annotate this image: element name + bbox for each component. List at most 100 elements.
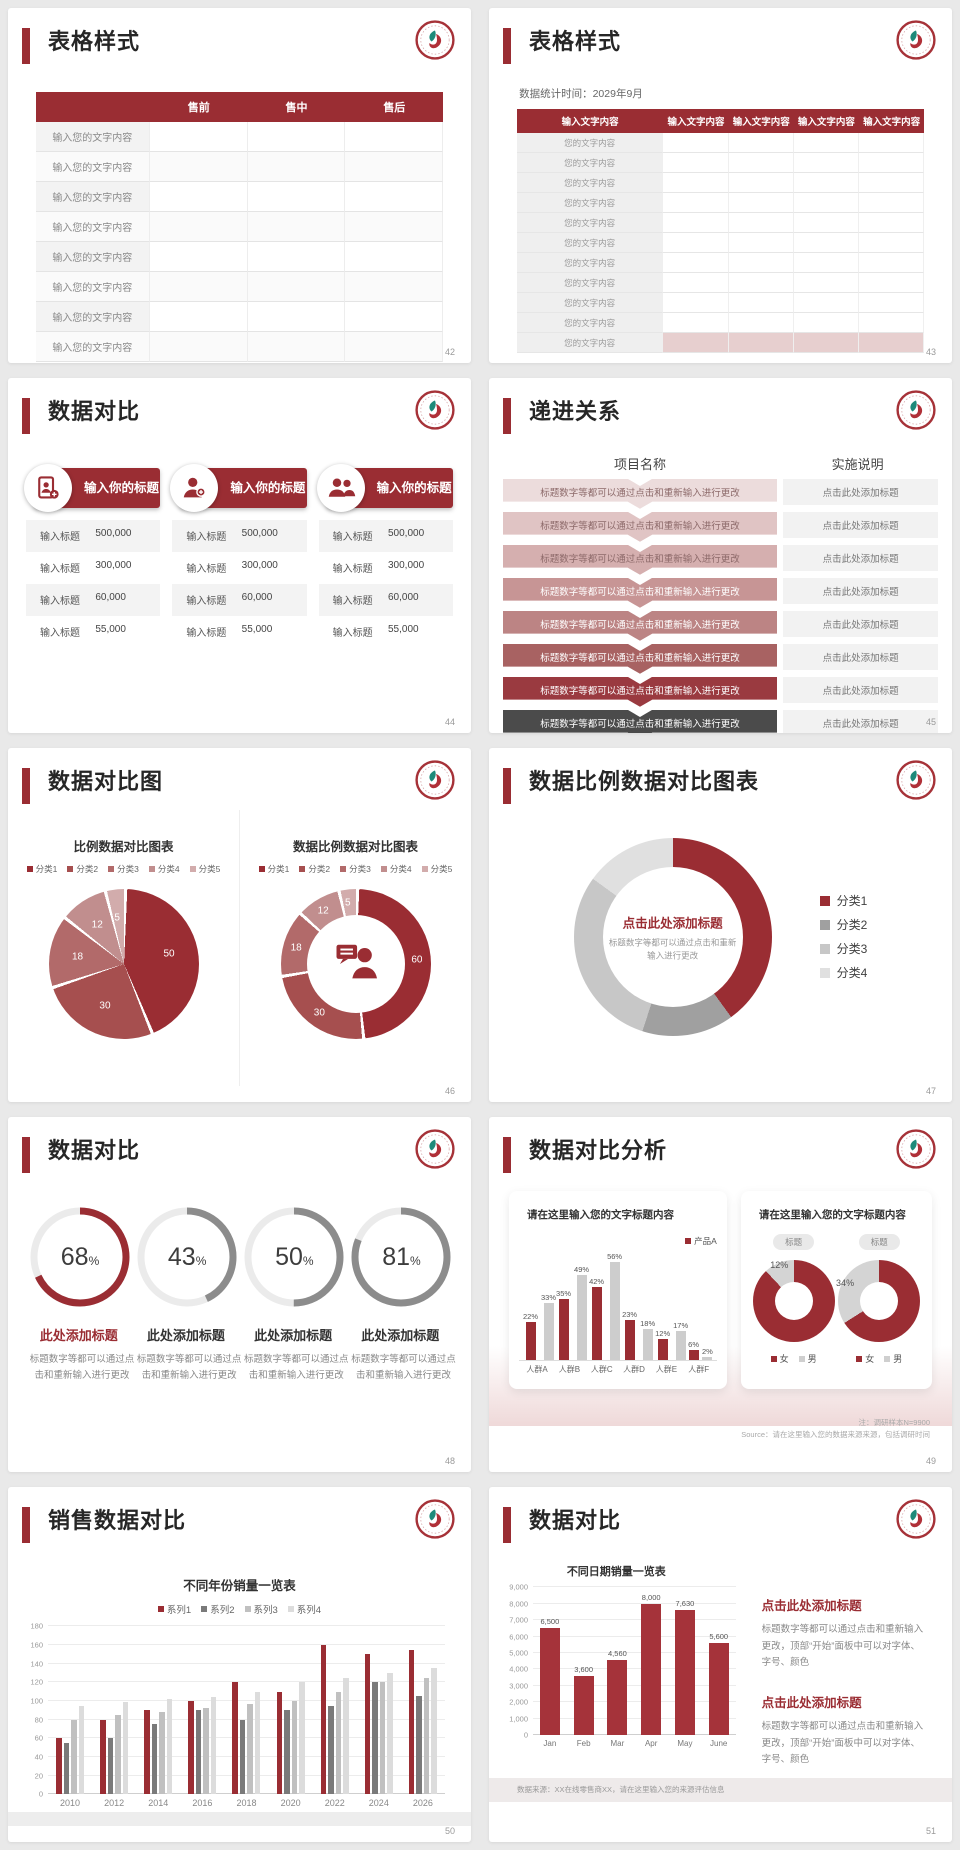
row-label-cell: 您的文字内容	[516, 233, 664, 253]
bar-wrapper: 18%	[640, 1319, 655, 1361]
empty-cell	[149, 182, 248, 212]
column-header-notes: 实施说明	[831, 456, 884, 472]
title-accent-bar	[503, 767, 511, 804]
slide-card-49[interactable]: 数据对比分析 请在这里输入您的文字标题内容 产品A 22% 33% 35% 49% 42% 5…	[489, 1117, 952, 1473]
bar	[539, 1628, 560, 1736]
gauge-title: 此处添加标题	[39, 1328, 118, 1344]
x-label: 2014	[148, 1798, 169, 1809]
slide-title: 数据对比分析	[529, 1138, 668, 1164]
bar	[416, 1696, 422, 1795]
page-number: 49	[925, 1456, 936, 1467]
progression-steps: 标题数字等都可以通过点击和重新输入进行更改 点击此处添加标题标题数字等都可以通过点…	[502, 478, 939, 733]
pie-legend: 分类1 分类2 分类3 分类4 分类5	[240, 863, 471, 875]
row-label-cell: 您的文字内容	[516, 173, 664, 193]
gridline	[533, 1619, 736, 1621]
title-accent-bar	[22, 1507, 30, 1544]
slide-card-50[interactable]: 销售数据对比 不同年份销量一览表 系列1 系列2 系列3 系列4 0 20 40 60 80 1…	[8, 1487, 471, 1842]
bottom-band	[8, 1811, 471, 1826]
bar-value-label: 23%	[622, 1310, 638, 1320]
legend-swatch	[26, 865, 33, 872]
stat-label: 输入标题	[332, 564, 373, 576]
bar-wrapper: 3,600	[573, 1665, 594, 1736]
row-label-cell: 输入您的文字内容	[35, 272, 150, 302]
bar-value-label: 22%	[523, 1311, 539, 1321]
y-tick-label: 60	[34, 1733, 43, 1743]
slide-card-47[interactable]: 数据比例数据对比图表 点击此处添加标题 标题数字等都可以通过点击和重新输入进行更改…	[489, 747, 952, 1103]
legend-label: 分类1	[267, 863, 290, 874]
gauge: 43%	[135, 1205, 239, 1309]
pie-title: 比例数据对比图表	[73, 839, 174, 854]
slide-card-44[interactable]: 数据对比 输入你的标题 输入标题 500,000 输入标题 300,000 输入标题 60,…	[8, 377, 471, 733]
empty-cell	[345, 242, 444, 272]
caption-title: 点击此处添加标题	[761, 1599, 862, 1614]
legend-swatch	[380, 865, 387, 872]
pie-panel: 比例数据对比图表 分类1 分类2 分类3 分类4 分类5 50 30 18 12 5	[8, 810, 239, 1087]
empty-cell	[793, 253, 860, 273]
stat-label: 输入标题	[332, 628, 373, 640]
gauge-title: 此处添加标题	[361, 1328, 440, 1344]
gauge-number: 81	[382, 1242, 411, 1271]
slide-card-48[interactable]: 数据对比 68% 此处添加标题 标题数字等都可以通过点击和重新输入进行更改 43% 此处…	[8, 1117, 471, 1473]
caption-title: 点击此处添加标题	[761, 1696, 862, 1711]
legend-item: 系列3	[244, 1602, 278, 1616]
slide-card-45[interactable]: 递进关系 项目名称 实施说明 标题数字等都可以通过点击和重新输入进行更改 点击此处…	[489, 377, 952, 733]
x-label: 人群F	[688, 1365, 710, 1375]
stat-row: 输入标题 60,000	[318, 583, 453, 616]
legend-label: 分类1	[35, 863, 58, 874]
page-number: 46	[444, 1086, 455, 1097]
gridline	[533, 1635, 736, 1637]
panel-legend: 产品A	[685, 1235, 717, 1247]
stat-value: 300,000	[95, 560, 132, 572]
legend-swatch	[201, 1606, 208, 1613]
title-accent-bar	[503, 1137, 511, 1174]
slide-card-43[interactable]: 表格样式 数据统计时间：2029年9月 输入文字内容 输入文字内容 输入文字内容 输入…	[489, 8, 952, 363]
empty-cell	[663, 273, 729, 293]
legend-label: 男	[807, 1354, 817, 1365]
empty-cell	[793, 213, 860, 233]
empty-cell	[247, 272, 346, 302]
donut-panel: 请在这里输入您的文字标题内容 标题 12% 女男标题 34% 女男	[740, 1191, 932, 1390]
slide-title: 表格样式	[529, 29, 622, 54]
title-accent-bar	[22, 397, 30, 434]
bar	[364, 1654, 371, 1795]
bar	[151, 1724, 158, 1795]
slide-title: 递进关系	[529, 398, 622, 424]
legend-item: 分类5	[421, 863, 452, 875]
empty-cell	[345, 332, 444, 362]
empty-cell	[663, 213, 729, 233]
legend-label: 男	[893, 1354, 903, 1365]
legend-label: 分类2	[308, 863, 331, 874]
empty-cell	[345, 152, 444, 182]
gauge-percent: 68%	[28, 1205, 132, 1309]
stat-label: 输入标题	[332, 532, 373, 544]
stat-row: 输入标题 60,000	[172, 583, 307, 616]
plot-area: 0 1,000 2,000 3,000 4,000 5,000 6,000 7,000 8,00…	[509, 1583, 736, 1740]
row-label-cell: 您的文字内容	[516, 293, 664, 313]
mini-donuts: 标题 12% 女男标题 34% 女男	[751, 1232, 922, 1365]
slide-card-46[interactable]: 数据对比图 比例数据对比图表 分类1 分类2 分类3 分类4 分类5 50 30 18 12 5 数据…	[8, 747, 471, 1103]
row-label-cell: 输入您的文字内容	[35, 242, 150, 272]
legend-swatch	[884, 1355, 891, 1362]
gridline	[533, 1651, 736, 1653]
slice-value-label: 18	[71, 951, 84, 963]
progression-row: 标题数字等都可以通过点击和重新输入进行更改 点击此处添加标题	[502, 709, 939, 733]
empty-cell	[793, 193, 860, 213]
legend-swatch	[148, 865, 155, 872]
footnote-line: 注：调研样本N=9900	[858, 1417, 930, 1427]
bar-group	[100, 1701, 129, 1795]
gauge-percent-sign: %	[195, 1254, 207, 1269]
pie-title: 数据比例数据对比图表	[292, 839, 418, 854]
empty-cell	[345, 122, 444, 152]
stat-value: 300,000	[388, 560, 425, 572]
empty-cell	[728, 233, 794, 253]
gauge-block: 81% 此处添加标题 标题数字等都可以通过点击和重新输入进行更改	[349, 1205, 456, 1383]
slide-card-51[interactable]: 数据对比 不同日期销量一览表 0 1,000 2,000 3,000 4,000 5,00…	[489, 1487, 952, 1842]
donut-chart: 点击此处添加标题 标题数字等都可以通过点击和重新输入进行更改	[573, 837, 772, 1036]
table-header-cell	[35, 92, 150, 122]
title-accent-bar	[503, 28, 511, 64]
panel-title: 请在这里输入您的文字标题内容	[527, 1209, 674, 1222]
slide-card-42[interactable]: 表格样式 售前 售中 售后 输入您的文字内容 输入您的文字内容 输入您的文字内容 输入您的文…	[8, 8, 471, 363]
progression-row: 标题数字等都可以通过点击和重新输入进行更改 点击此处添加标题	[502, 643, 939, 674]
row-label-cell: 您的文字内容	[516, 313, 664, 333]
empty-cell	[793, 313, 860, 333]
